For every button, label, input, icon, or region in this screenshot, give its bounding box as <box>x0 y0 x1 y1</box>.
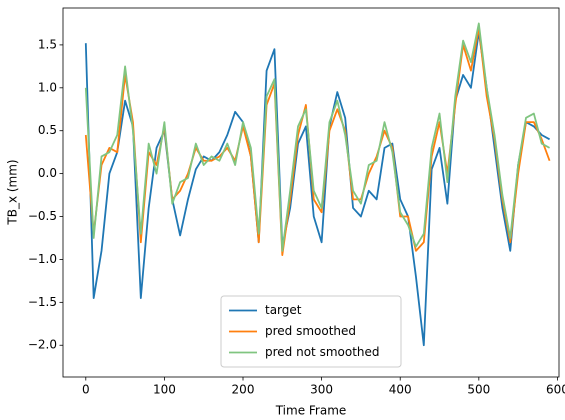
x-tick-label: 0 <box>82 383 90 397</box>
legend-label: pred smoothed <box>265 324 356 338</box>
legend: target pred smoothed pred not smoothed <box>220 295 402 368</box>
legend-label: target <box>265 303 302 317</box>
x-tick-label: 400 <box>389 383 412 397</box>
x-axis-label: Time Frame <box>275 404 347 418</box>
x-tick-label: 600 <box>546 383 565 397</box>
legend-label: pred not smoothed <box>265 345 380 359</box>
x-tick-label: 200 <box>232 383 255 397</box>
y-tick-label: 0.5 <box>38 123 57 137</box>
x-tick-label: 300 <box>310 383 333 397</box>
y-tick-label: −1.0 <box>28 252 57 266</box>
plot-frame <box>62 7 560 378</box>
y-tick-label: 1.5 <box>38 37 57 51</box>
y-tick-label: 1.0 <box>38 80 57 94</box>
x-tick-label: 100 <box>153 383 176 397</box>
y-tick-label: −2.0 <box>28 338 57 352</box>
y-axis-label: TB_x (mm) <box>6 159 20 225</box>
series-line <box>84 26 551 257</box>
y-tick-label: −0.5 <box>28 209 57 223</box>
x-tick-label: 500 <box>467 383 490 397</box>
y-tick-label: −1.5 <box>28 295 57 309</box>
y-tick-label: 0.0 <box>38 166 57 180</box>
legend-box <box>220 295 402 368</box>
series-line <box>84 22 551 252</box>
